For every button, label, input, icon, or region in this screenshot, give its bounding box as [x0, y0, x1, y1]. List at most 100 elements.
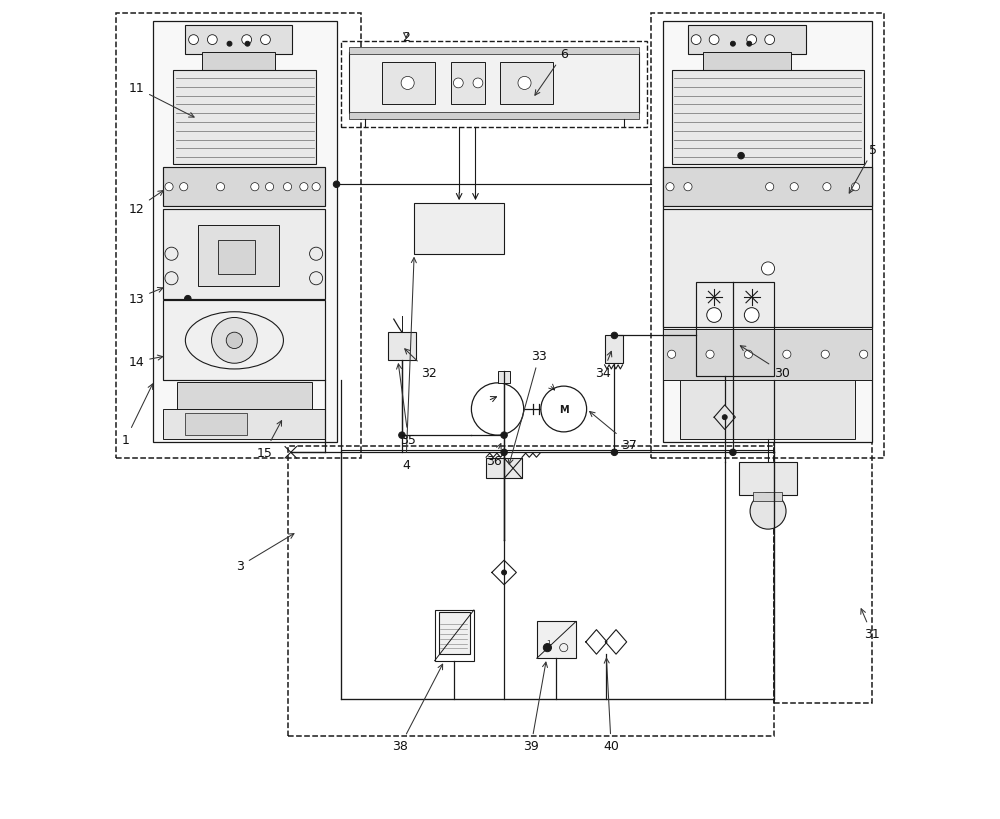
- Bar: [753, 493, 782, 501]
- Bar: [537, 622, 576, 658]
- Circle shape: [226, 333, 243, 349]
- Text: 39: 39: [523, 663, 547, 753]
- Bar: [663, 168, 872, 207]
- Circle shape: [766, 183, 774, 192]
- Bar: [177, 382, 312, 410]
- Circle shape: [821, 351, 829, 359]
- Bar: [663, 329, 872, 381]
- Circle shape: [518, 77, 531, 90]
- Bar: [680, 381, 855, 440]
- Bar: [185, 26, 292, 54]
- Text: 1: 1: [122, 384, 153, 446]
- Circle shape: [216, 183, 225, 192]
- Circle shape: [502, 570, 507, 575]
- Bar: [504, 459, 522, 479]
- Bar: [153, 22, 337, 442]
- Bar: [486, 459, 504, 479]
- Circle shape: [312, 183, 320, 192]
- Circle shape: [265, 183, 274, 192]
- Text: 14: 14: [128, 355, 163, 369]
- Circle shape: [611, 333, 618, 339]
- Bar: [349, 52, 639, 114]
- Circle shape: [706, 351, 714, 359]
- Bar: [116, 14, 361, 459]
- Circle shape: [738, 153, 744, 160]
- Circle shape: [333, 182, 340, 188]
- Bar: [498, 372, 510, 383]
- Text: 12: 12: [128, 192, 163, 216]
- Bar: [341, 43, 647, 128]
- Circle shape: [851, 183, 860, 192]
- Circle shape: [860, 351, 868, 359]
- Circle shape: [501, 432, 507, 439]
- Bar: [663, 210, 872, 328]
- Text: 4: 4: [402, 258, 416, 472]
- Circle shape: [611, 450, 618, 456]
- Bar: [688, 26, 806, 54]
- Bar: [185, 414, 247, 436]
- Circle shape: [399, 432, 405, 439]
- Circle shape: [541, 387, 587, 432]
- Bar: [451, 62, 485, 105]
- Circle shape: [242, 36, 252, 46]
- Circle shape: [823, 183, 831, 192]
- Circle shape: [750, 494, 786, 530]
- Circle shape: [747, 36, 757, 46]
- Text: 31: 31: [861, 609, 880, 640]
- Bar: [774, 124, 872, 704]
- Circle shape: [227, 43, 232, 48]
- Bar: [288, 446, 774, 736]
- Text: 32: 32: [405, 350, 437, 379]
- Bar: [163, 210, 325, 299]
- Bar: [173, 70, 316, 165]
- Bar: [341, 450, 774, 699]
- Circle shape: [251, 183, 259, 192]
- Bar: [739, 463, 797, 495]
- Text: 35: 35: [397, 364, 416, 446]
- Text: 13: 13: [128, 288, 163, 305]
- Text: 1: 1: [546, 639, 550, 645]
- Circle shape: [722, 415, 727, 420]
- Circle shape: [790, 183, 798, 192]
- Circle shape: [401, 77, 414, 90]
- Bar: [439, 612, 470, 654]
- Text: 5: 5: [849, 143, 877, 194]
- Circle shape: [165, 183, 173, 192]
- Text: 40: 40: [603, 658, 619, 753]
- Circle shape: [744, 308, 759, 323]
- Circle shape: [245, 43, 250, 48]
- Bar: [663, 22, 872, 442]
- Bar: [163, 410, 325, 440]
- Text: 2: 2: [402, 31, 410, 43]
- Text: 33: 33: [508, 350, 547, 464]
- Bar: [349, 48, 639, 54]
- Bar: [500, 62, 553, 105]
- Text: 3: 3: [236, 534, 294, 572]
- Bar: [198, 226, 279, 287]
- Circle shape: [684, 183, 692, 192]
- Text: 38: 38: [392, 664, 443, 753]
- Bar: [202, 52, 275, 70]
- Text: 30: 30: [740, 346, 790, 379]
- Circle shape: [300, 183, 308, 192]
- Circle shape: [744, 351, 753, 359]
- Bar: [163, 168, 325, 207]
- Circle shape: [666, 183, 674, 192]
- Circle shape: [765, 36, 775, 46]
- Bar: [651, 14, 884, 459]
- Circle shape: [212, 318, 257, 364]
- Text: 15: 15: [257, 421, 282, 459]
- Text: 36: 36: [486, 444, 501, 468]
- Bar: [672, 70, 864, 165]
- Circle shape: [762, 263, 775, 276]
- Bar: [388, 333, 416, 360]
- Circle shape: [709, 36, 719, 46]
- Bar: [163, 301, 325, 381]
- Bar: [696, 283, 774, 377]
- Circle shape: [730, 450, 736, 456]
- Bar: [218, 241, 255, 275]
- Circle shape: [185, 296, 191, 302]
- Circle shape: [207, 36, 217, 46]
- Bar: [382, 62, 435, 105]
- Bar: [435, 610, 474, 661]
